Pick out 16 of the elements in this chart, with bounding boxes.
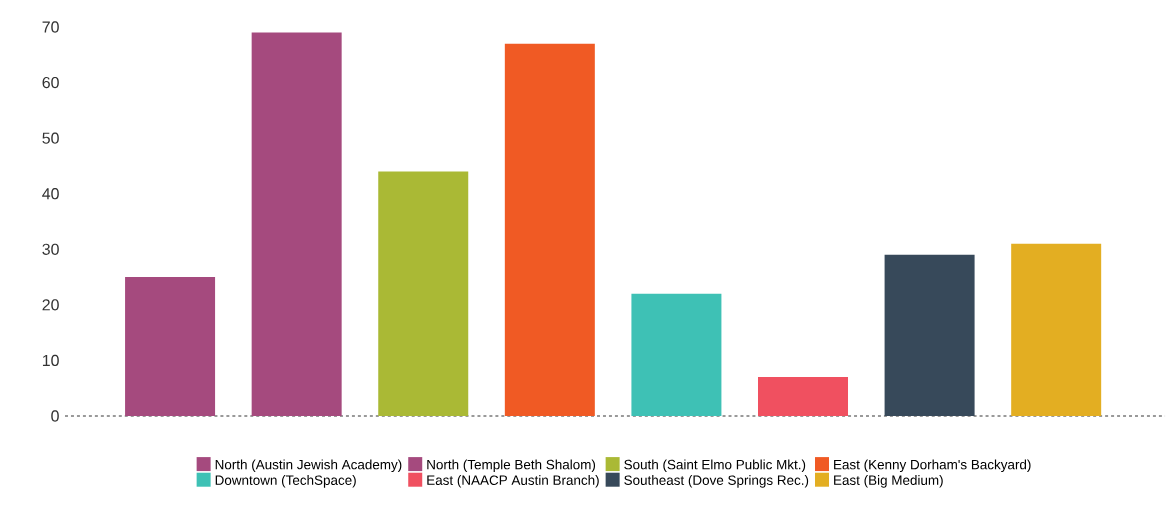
legend-label: East (Big Medium) xyxy=(834,475,943,488)
y-tick-label: 0 xyxy=(51,410,59,422)
legend-label: South (Saint Elmo Public Mkt.) xyxy=(624,459,806,472)
y-tick-label: 30 xyxy=(42,243,59,255)
legend-label: Downtown (TechSpace) xyxy=(215,475,356,488)
y-tick-label: 10 xyxy=(42,354,59,367)
y-tick-label: 60 xyxy=(42,76,59,89)
y-tick-label: 50 xyxy=(42,132,59,144)
legend-label: North (Austin Jewish Academy) xyxy=(215,459,402,473)
y-tick-label: 40 xyxy=(42,188,59,200)
y-tick-label: 20 xyxy=(42,299,59,311)
legend-label: North (Temple Beth Shalom) xyxy=(427,459,596,473)
legend-label: Southeast (Dove Springs Rec.) xyxy=(624,475,809,488)
legend-label: East (Kenny Dorham's Backyard) xyxy=(834,459,1031,473)
legend-label: East (NAACP Austin Branch) xyxy=(427,475,599,488)
y-tick-label: 70 xyxy=(42,21,59,33)
